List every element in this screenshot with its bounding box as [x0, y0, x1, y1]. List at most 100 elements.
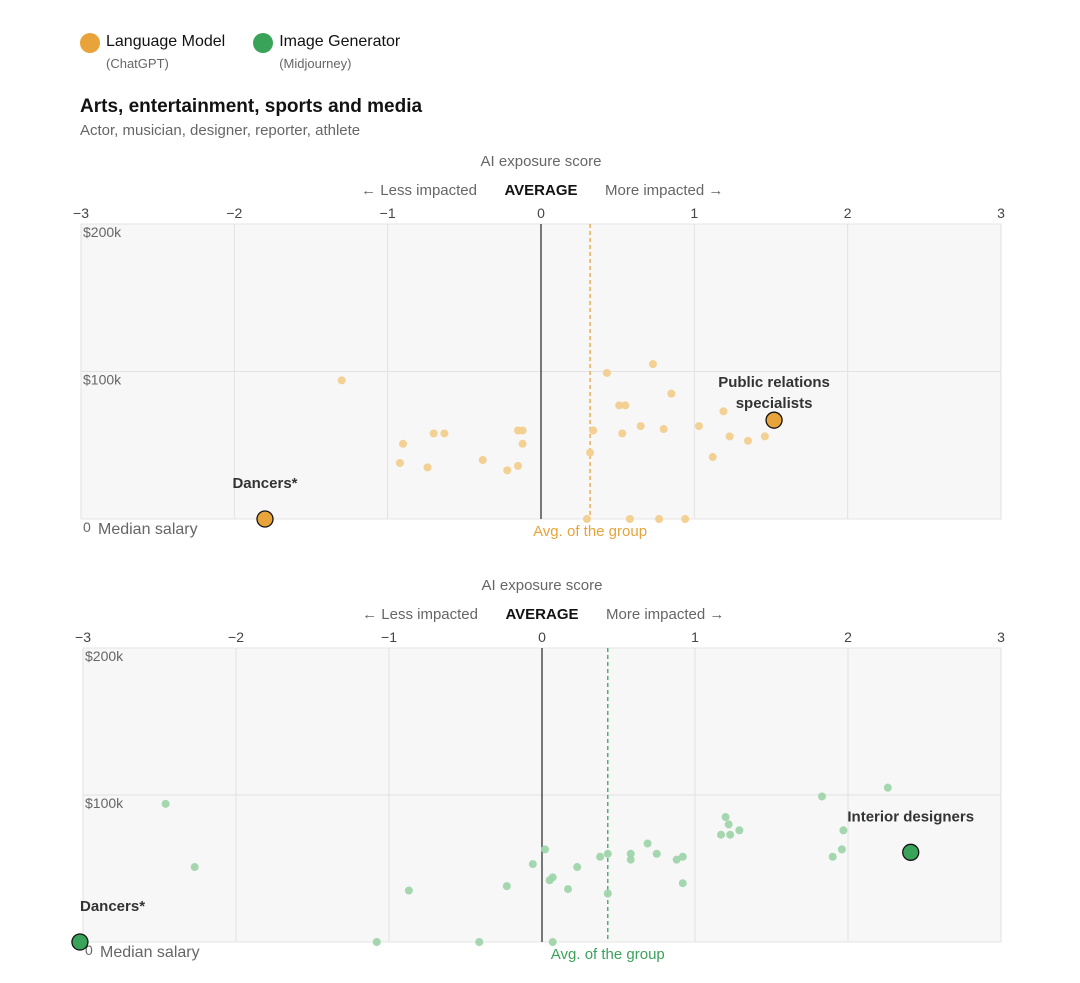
x-tick-label: 3 [997, 629, 1005, 645]
x-tick-label: −2 [226, 205, 242, 221]
axis-title: AI exposure score [481, 153, 602, 170]
legend: Language Model (ChatGPT) Image Generator… [80, 32, 400, 71]
data-point [372, 938, 381, 946]
data-point [337, 376, 346, 385]
data-point [190, 863, 199, 872]
data-point [528, 860, 537, 869]
legend-item-image-generator: Image Generator (Midjourney) [253, 32, 400, 71]
y-axis-label: Median salary [98, 521, 198, 538]
section-subtitle: Actor, musician, designer, reporter, ath… [80, 122, 361, 139]
data-point [678, 879, 687, 888]
highlight-label: Dancers* [232, 475, 297, 492]
data-point [735, 826, 744, 835]
legend-sublabel: (ChatGPT) [106, 56, 169, 71]
average-label: AVERAGE [505, 606, 578, 623]
highlight-point [71, 933, 89, 951]
highlight-label: specialists [736, 395, 813, 412]
highlight-label: Interior designers [847, 808, 974, 825]
x-tick-label: 1 [690, 205, 698, 221]
legend-sublabel: (Midjourney) [279, 56, 352, 71]
more-impacted-label: More impacted → [605, 182, 723, 199]
data-point [161, 799, 170, 808]
data-point [503, 466, 512, 475]
data-point [839, 826, 848, 835]
x-tick-label: −1 [381, 629, 397, 645]
data-point [541, 845, 550, 854]
y-tick-label: $100k [83, 372, 122, 388]
x-tick-label: −3 [73, 205, 89, 221]
highlight-label: Dancers* [80, 898, 145, 915]
data-point [719, 407, 728, 416]
data-point [760, 432, 769, 441]
less-impacted-label: ← Less impacted [361, 182, 477, 199]
highlight-point [902, 843, 920, 861]
group-average-label: Avg. of the group [551, 946, 665, 963]
data-point [478, 456, 487, 464]
data-point [721, 813, 730, 822]
data-point [708, 453, 717, 462]
more-impacted-label: More impacted → [606, 606, 724, 623]
language-model-dot-icon [80, 33, 100, 53]
less-impacted-label: ← Less impacted [362, 606, 478, 623]
average-label: AVERAGE [504, 182, 577, 199]
data-point [643, 839, 652, 848]
x-tick-label: 0 [538, 629, 546, 645]
data-point [655, 515, 664, 523]
data-point [548, 873, 557, 882]
data-point [564, 885, 573, 894]
x-tick-label: 0 [537, 205, 545, 221]
x-tick-label: −1 [380, 205, 396, 221]
data-point [678, 852, 687, 861]
legend-label: Image Generator [279, 33, 401, 50]
data-point [717, 830, 726, 839]
highlight-label: Public relations [718, 374, 830, 391]
data-point [518, 439, 527, 448]
data-point [724, 820, 733, 829]
data-point [583, 515, 591, 523]
data-point [828, 852, 837, 861]
data-point [603, 849, 612, 858]
data-point [626, 849, 635, 858]
chart-image-generator: AI exposure score AVERAGE ← Less impacted M… [71, 577, 1005, 963]
data-point [502, 882, 511, 891]
legend-item-language-model: Language Model (ChatGPT) [80, 32, 225, 71]
x-tick-label: 2 [844, 205, 852, 221]
data-point [659, 425, 668, 434]
data-point [404, 886, 413, 895]
data-point [672, 855, 681, 864]
data-point [602, 368, 611, 377]
data-point [636, 422, 645, 431]
data-point [625, 515, 634, 523]
data-point [518, 426, 527, 435]
data-point [621, 401, 630, 410]
data-point [395, 458, 404, 467]
data-point [596, 852, 605, 861]
data-point [440, 429, 449, 438]
data-point [817, 792, 826, 801]
data-point [429, 429, 438, 438]
y-tick-label: 0 [85, 942, 93, 958]
x-tick-label: 3 [997, 205, 1005, 221]
highlight-point [765, 411, 783, 429]
data-point [726, 830, 735, 839]
data-point [423, 463, 432, 472]
data-point [883, 783, 892, 792]
data-point [744, 436, 752, 445]
data-point [514, 461, 522, 470]
data-point [837, 845, 846, 854]
data-point [475, 938, 484, 946]
data-point [603, 889, 612, 898]
x-tick-label: 2 [844, 629, 852, 645]
y-tick-label: $100k [85, 795, 124, 811]
data-point [615, 401, 624, 410]
data-point [589, 426, 598, 435]
data-point [725, 432, 734, 441]
data-point [548, 938, 557, 946]
data-point [648, 360, 657, 369]
data-point [618, 429, 627, 438]
y-tick-label: 0 [83, 519, 91, 535]
data-point [694, 422, 703, 431]
image-generator-dot-icon [253, 33, 274, 53]
data-point [399, 439, 407, 448]
